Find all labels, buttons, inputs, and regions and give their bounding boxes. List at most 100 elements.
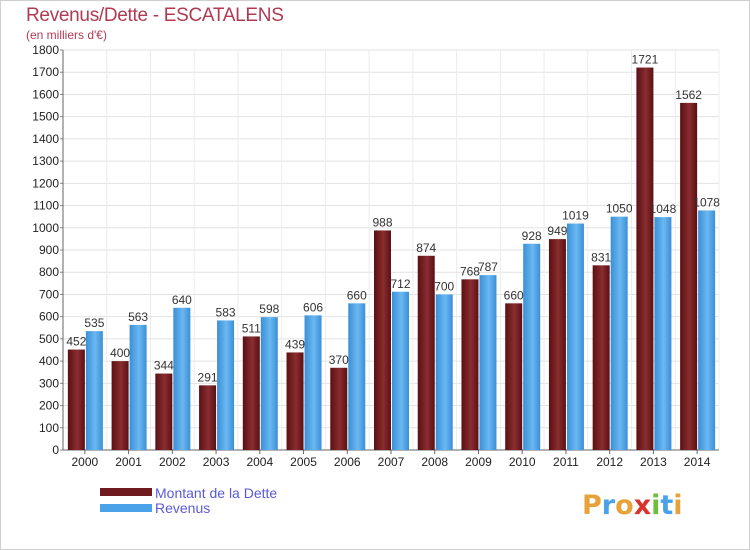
logo-letter: r <box>601 490 616 521</box>
bar-debt <box>330 367 348 450</box>
bar-debt <box>199 385 217 450</box>
logo-letter: i <box>651 490 661 521</box>
data-label-revenus: 1050 <box>606 202 633 216</box>
bar-debt <box>680 102 698 450</box>
data-label-debt: 988 <box>372 215 392 229</box>
bar-revenus <box>173 307 191 450</box>
x-tick-label: 2002 <box>159 455 186 469</box>
x-tick-label: 2012 <box>596 455 623 469</box>
data-label-revenus: 712 <box>390 277 410 291</box>
proxiti-logo: Proxiti <box>582 490 683 521</box>
data-label-revenus: 598 <box>259 302 279 316</box>
x-tick-label: 2000 <box>72 455 99 469</box>
data-label-revenus: 563 <box>128 310 148 324</box>
data-label-debt: 768 <box>460 264 480 278</box>
data-label-debt: 831 <box>591 250 611 264</box>
bar-revenus <box>479 275 497 450</box>
y-tick-label: 700 <box>39 287 59 301</box>
y-tick-label: 1300 <box>32 154 59 168</box>
legend-layer <box>100 488 152 512</box>
x-tick-label: 2005 <box>290 455 317 469</box>
data-label-revenus: 535 <box>84 316 104 330</box>
x-tick-label: 2004 <box>246 455 273 469</box>
y-tick-label: 1400 <box>32 132 59 146</box>
data-label-revenus: 1048 <box>650 202 677 216</box>
y-tick-label: 100 <box>39 421 59 435</box>
y-tick-label: 200 <box>39 399 59 413</box>
logo-letter: x <box>633 490 652 521</box>
data-label-debt: 660 <box>504 288 524 302</box>
y-tick-label: 800 <box>39 265 59 279</box>
x-tick-label: 2008 <box>421 455 448 469</box>
y-tick-label: 1600 <box>32 87 59 101</box>
x-tick-label: 2007 <box>378 455 405 469</box>
data-label-debt: 452 <box>66 335 86 349</box>
y-tick-label: 1800 <box>32 43 59 57</box>
bar-revenus <box>698 210 716 450</box>
logo-letter: t <box>660 490 674 521</box>
bar-revenus <box>260 317 278 450</box>
data-label-revenus: 640 <box>172 293 192 307</box>
x-tick-label: 2010 <box>509 455 536 469</box>
bar-debt <box>505 303 523 450</box>
bar-revenus <box>610 216 628 450</box>
bar-revenus <box>654 217 672 450</box>
axis-layer: 0 100 200 300 400 500 600 700 800 900 1000 1100 1200… <box>32 43 719 469</box>
y-tick-label: 500 <box>39 332 59 346</box>
bar-revenus <box>129 324 147 450</box>
y-tick-label: 600 <box>39 310 59 324</box>
x-tick-label: 2014 <box>684 455 711 469</box>
bar-revenus <box>348 303 366 450</box>
label-layer: 452 535 400 563 344 640 291 583 511 598 439 606 370 6… <box>66 53 720 385</box>
data-label-debt: 1562 <box>675 88 702 102</box>
bar-revenus <box>523 243 541 450</box>
data-label-revenus: 660 <box>347 288 367 302</box>
bar-debt <box>417 255 435 450</box>
legend-swatch-debt <box>100 488 152 496</box>
x-tick-label: 2013 <box>640 455 667 469</box>
bar-revenus <box>392 291 409 450</box>
bar-debt <box>374 230 391 450</box>
bar-debt <box>636 67 654 451</box>
bar-debt <box>67 349 85 450</box>
bar-revenus <box>304 315 322 450</box>
chart-subtitle: (en milliers d'€) <box>26 28 107 42</box>
bar-revenus <box>566 223 584 450</box>
data-label-debt: 949 <box>547 224 567 238</box>
data-label-debt: 439 <box>285 337 305 351</box>
logo-letter: o <box>615 490 634 521</box>
x-tick-label: 2011 <box>553 455 579 469</box>
data-label-debt: 400 <box>110 346 130 360</box>
legend-label-debt: Montant de la Dette <box>155 485 278 501</box>
data-label-debt: 1721 <box>632 53 659 67</box>
bar-layer <box>67 67 716 451</box>
bar-debt <box>155 373 173 450</box>
data-label-revenus: 787 <box>478 260 498 274</box>
bar-debt <box>461 279 479 450</box>
logo-letter: i <box>673 490 683 521</box>
bar-revenus <box>217 320 235 450</box>
x-tick-label: 2003 <box>203 455 230 469</box>
y-tick-label: 1000 <box>32 221 59 235</box>
legend-label-revenus: Revenus <box>155 500 211 516</box>
y-tick-label: 1500 <box>32 110 59 124</box>
bar-debt <box>242 336 260 450</box>
x-tick-label: 2001 <box>115 455 142 469</box>
bar-debt <box>592 265 610 450</box>
logo-letter: P <box>582 490 602 521</box>
data-label-debt: 370 <box>329 353 349 367</box>
y-tick-label: 0 <box>52 443 59 457</box>
data-label-revenus: 1019 <box>562 209 589 223</box>
y-tick-label: 400 <box>39 354 59 368</box>
data-label-debt: 291 <box>198 370 218 384</box>
legend-swatch-revenus <box>100 504 152 512</box>
data-label-revenus: 606 <box>303 300 323 314</box>
data-label-revenus: 928 <box>522 229 542 243</box>
bar-revenus <box>435 294 453 450</box>
data-label-revenus: 700 <box>434 279 454 293</box>
chart-title: Revenus/Dette - ESCATALENS <box>26 5 284 26</box>
data-label-debt: 874 <box>416 241 436 255</box>
y-tick-label: 1700 <box>32 65 59 79</box>
data-label-revenus: 583 <box>216 305 236 319</box>
